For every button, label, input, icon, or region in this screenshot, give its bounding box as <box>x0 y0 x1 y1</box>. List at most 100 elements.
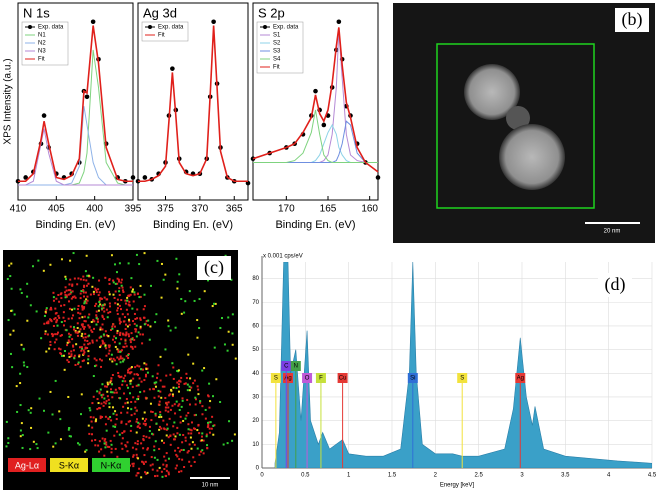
dot <box>104 276 107 279</box>
dot <box>65 289 68 292</box>
dot <box>93 320 96 323</box>
dot <box>83 327 86 330</box>
dot <box>57 314 60 317</box>
dot <box>135 253 138 256</box>
dot <box>60 297 63 300</box>
dot <box>83 339 86 342</box>
series-line <box>138 25 248 183</box>
dot <box>161 475 164 478</box>
dot <box>103 318 106 321</box>
dot <box>89 416 92 419</box>
dot <box>119 355 122 358</box>
dot <box>71 290 74 293</box>
dot <box>99 303 102 306</box>
dot <box>32 440 35 443</box>
dot <box>45 350 48 353</box>
dot <box>118 433 121 436</box>
dot <box>69 278 72 281</box>
dot <box>114 425 117 428</box>
dot <box>40 337 43 340</box>
dot <box>103 296 106 299</box>
dot <box>95 289 98 292</box>
dot <box>57 293 60 296</box>
dot <box>134 330 137 333</box>
dot <box>101 415 104 418</box>
dot <box>137 457 140 460</box>
dot <box>55 297 58 300</box>
dot <box>131 347 134 350</box>
dot <box>116 356 119 359</box>
dot <box>159 411 162 414</box>
dot <box>154 414 157 417</box>
dot <box>52 299 55 302</box>
dot <box>206 426 209 429</box>
dot <box>167 406 170 409</box>
dot <box>116 332 119 335</box>
dot <box>187 450 190 453</box>
dot <box>51 333 54 336</box>
dot <box>201 369 204 372</box>
dot <box>68 355 71 358</box>
element-tag <box>283 373 293 383</box>
dot <box>95 310 98 313</box>
legend-label: N1 <box>38 33 46 39</box>
dot <box>158 416 161 419</box>
dot <box>97 294 100 297</box>
dot <box>87 316 90 319</box>
dot <box>183 466 186 469</box>
dot <box>126 296 129 299</box>
dot <box>84 347 87 350</box>
dot <box>132 300 135 303</box>
dot <box>161 385 164 388</box>
dot <box>177 390 180 393</box>
dot <box>116 298 119 301</box>
dot <box>35 443 38 446</box>
dot <box>91 426 94 429</box>
dot <box>178 433 181 436</box>
dot <box>186 383 189 386</box>
dot <box>87 358 90 361</box>
dot <box>127 353 130 356</box>
dot <box>90 439 93 442</box>
dot <box>96 390 99 393</box>
dot <box>176 280 179 283</box>
x-tick-label: 0 <box>260 473 264 479</box>
dot <box>134 328 137 331</box>
dot <box>23 364 26 367</box>
dot <box>74 331 77 334</box>
dot <box>143 454 146 457</box>
legend-marker <box>28 25 32 29</box>
dot <box>164 406 167 409</box>
dot <box>70 350 73 353</box>
dot <box>198 298 201 301</box>
y-tick-label: 30 <box>252 395 259 401</box>
dot <box>226 349 229 352</box>
dot <box>54 379 57 382</box>
dot <box>115 391 118 394</box>
dot <box>11 309 14 312</box>
legend-label: S-Kα <box>59 460 79 470</box>
dot <box>138 467 141 470</box>
dot <box>147 324 150 327</box>
dot <box>55 338 58 341</box>
dot <box>114 290 117 293</box>
dot <box>176 455 179 458</box>
dot <box>116 329 119 332</box>
dot <box>193 443 196 446</box>
dot <box>212 395 215 398</box>
dot <box>151 463 154 466</box>
dot <box>175 387 178 390</box>
dot <box>162 278 165 281</box>
dot <box>74 296 77 299</box>
dot <box>56 333 59 336</box>
dot <box>71 338 74 341</box>
dot <box>128 318 131 321</box>
dot <box>153 449 156 452</box>
dot <box>59 352 62 355</box>
dot <box>178 408 181 411</box>
dot <box>96 398 99 401</box>
dot <box>22 361 25 364</box>
dot <box>73 307 76 310</box>
dot <box>110 379 113 382</box>
dot <box>127 357 130 360</box>
